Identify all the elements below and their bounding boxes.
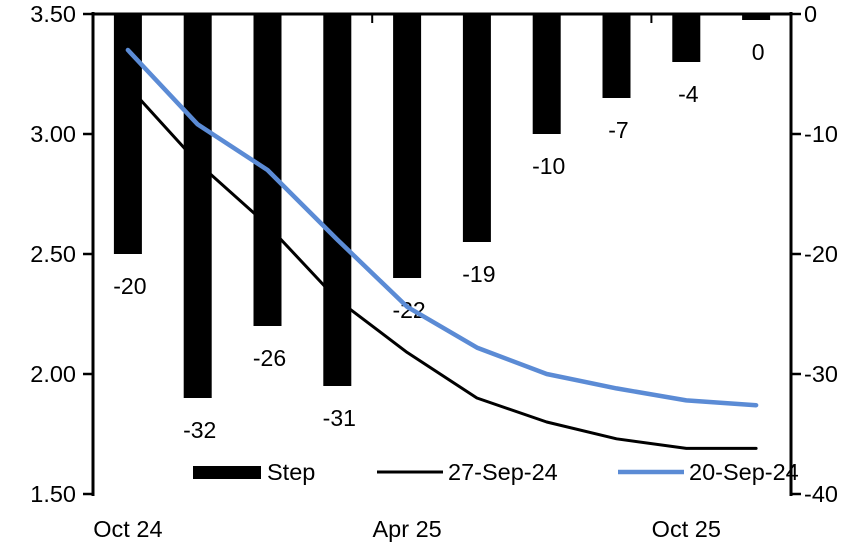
left-axis-tick-label-1: 3.00 [30, 121, 76, 147]
line-series-27-sep-24 [126, 84, 758, 450]
right-axis-tick-label-3: -30 [804, 361, 838, 387]
step-bar-7 [602, 14, 631, 98]
bar-data-label-1: -32 [183, 417, 216, 443]
bar-data-label-6: -10 [532, 153, 565, 179]
right-axis-tick-label-2: -20 [804, 241, 838, 267]
legend-label-20-sep-24: 20-Sep-24 [689, 459, 799, 485]
step-bar-5 [462, 14, 491, 242]
x-axis-label-oct-25: Oct 25 [652, 516, 721, 542]
step-bar-3 [323, 14, 352, 386]
left-axis-tick-label-3: 2.00 [30, 361, 76, 387]
step-bar-4 [393, 14, 422, 278]
bar-data-label-3: -31 [323, 405, 356, 431]
step-bar-6 [532, 14, 561, 134]
bar-data-label-0: -20 [113, 273, 146, 299]
right-axis-tick-label-4: -40 [804, 481, 838, 507]
bar-data-label-9: 0 [752, 39, 765, 65]
x-axis-label-oct-24: Oct 24 [93, 516, 162, 542]
legend-label-step: Step [267, 459, 315, 485]
step-bar-9 [742, 14, 771, 20]
bar-data-label-7: -7 [608, 117, 628, 143]
step-bar-0 [113, 14, 142, 254]
step-bar-8 [672, 14, 701, 62]
bar-data-label-8: -4 [678, 81, 699, 107]
x-axis-label-apr-25: Apr 25 [372, 516, 441, 542]
left-axis-tick-label-0: 3.50 [30, 1, 76, 27]
bar-data-label-5: -19 [462, 261, 495, 287]
right-axis-tick-label-1: -10 [804, 121, 838, 147]
step-bar-1 [183, 14, 212, 398]
legend-swatch-step [193, 466, 261, 479]
bar-data-label-2: -26 [253, 345, 286, 371]
right-axis-tick-label-0: 0 [804, 1, 817, 27]
line-series-20-sep-24 [125, 47, 759, 408]
legend-label-27-sep-24: 27-Sep-24 [448, 459, 558, 485]
left-axis-tick-label-2: 2.50 [30, 241, 76, 267]
left-axis-tick-label-4: 1.50 [30, 481, 76, 507]
